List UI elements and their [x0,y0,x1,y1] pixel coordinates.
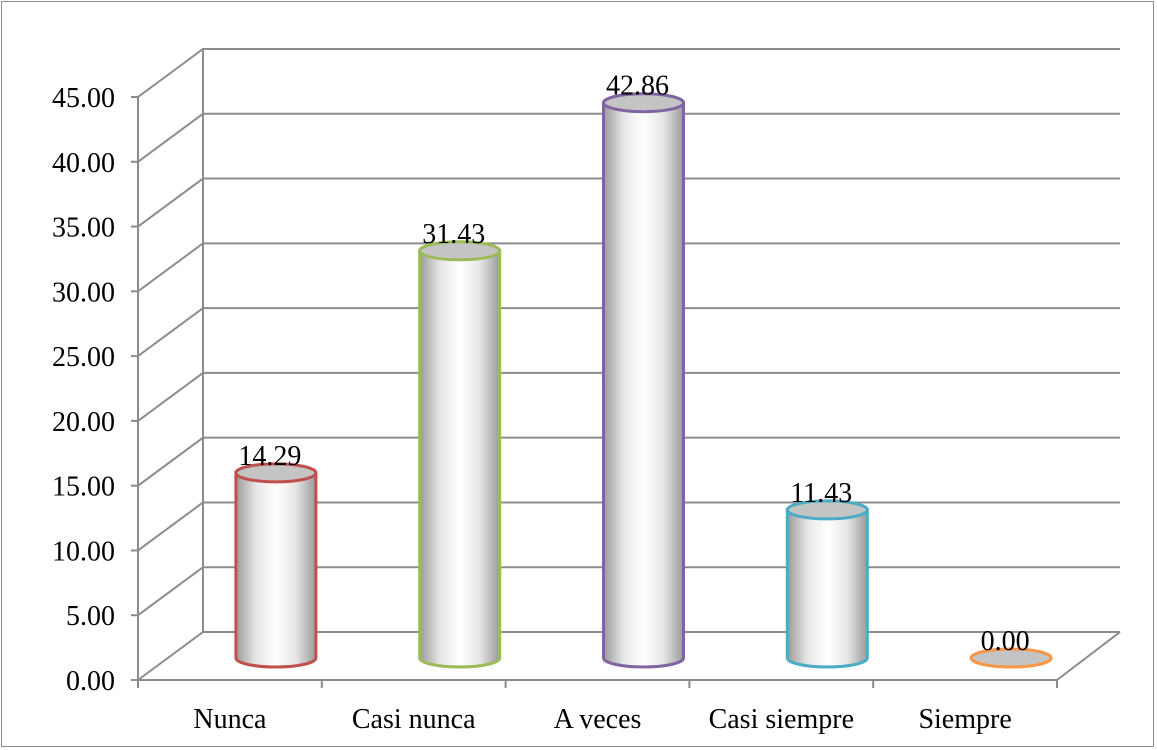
y-tick-label: 45.00 [52,83,115,114]
bars [234,92,1053,669]
axes [131,96,1058,688]
bar-body [602,101,685,669]
bar-top [418,240,502,262]
data-label: 14.29 [238,441,301,472]
labels: 0.00 5.00 10.00 15.00 20.00 25.00 30.00 35.00 40… [52,71,1030,735]
y-tick-label: 20.00 [52,407,115,438]
x-tick-label: A veces [554,704,642,735]
data-label: 31.43 [422,219,485,250]
y-tick-label: 30.00 [52,277,115,308]
bar-siempre [969,647,1053,669]
y-tick-label: 25.00 [52,342,115,373]
data-label: 11.43 [790,478,852,509]
y-tick-label: 0.00 [66,666,115,697]
bar-body [785,508,869,669]
x-tick-label: Casi siempre [709,704,854,735]
y-tick-label: 5.00 [66,601,115,632]
bar-body [234,471,318,669]
bar-top [969,647,1053,669]
bar-top [785,499,869,521]
bar-nunca [234,462,318,669]
data-label: 0.00 [981,626,1030,657]
bar-body [418,249,502,669]
bar-top [234,462,318,484]
y-tick-label: 15.00 [52,472,115,503]
bar-top [602,92,685,114]
x-tick-label: Nunca [193,704,267,735]
y-tick-label: 40.00 [52,148,115,179]
data-label: 42.86 [606,71,669,102]
y-tick-label: 10.00 [52,536,115,567]
bar-casi-nunca [418,240,502,669]
x-tick-label: Siempre [918,704,1011,735]
bar-casi-siempre [785,499,869,669]
bar-a-veces [602,92,685,669]
y-tick-label: 35.00 [52,213,115,244]
x-tick-label: Casi nunca [352,704,476,735]
floor-edge [1056,631,1121,681]
